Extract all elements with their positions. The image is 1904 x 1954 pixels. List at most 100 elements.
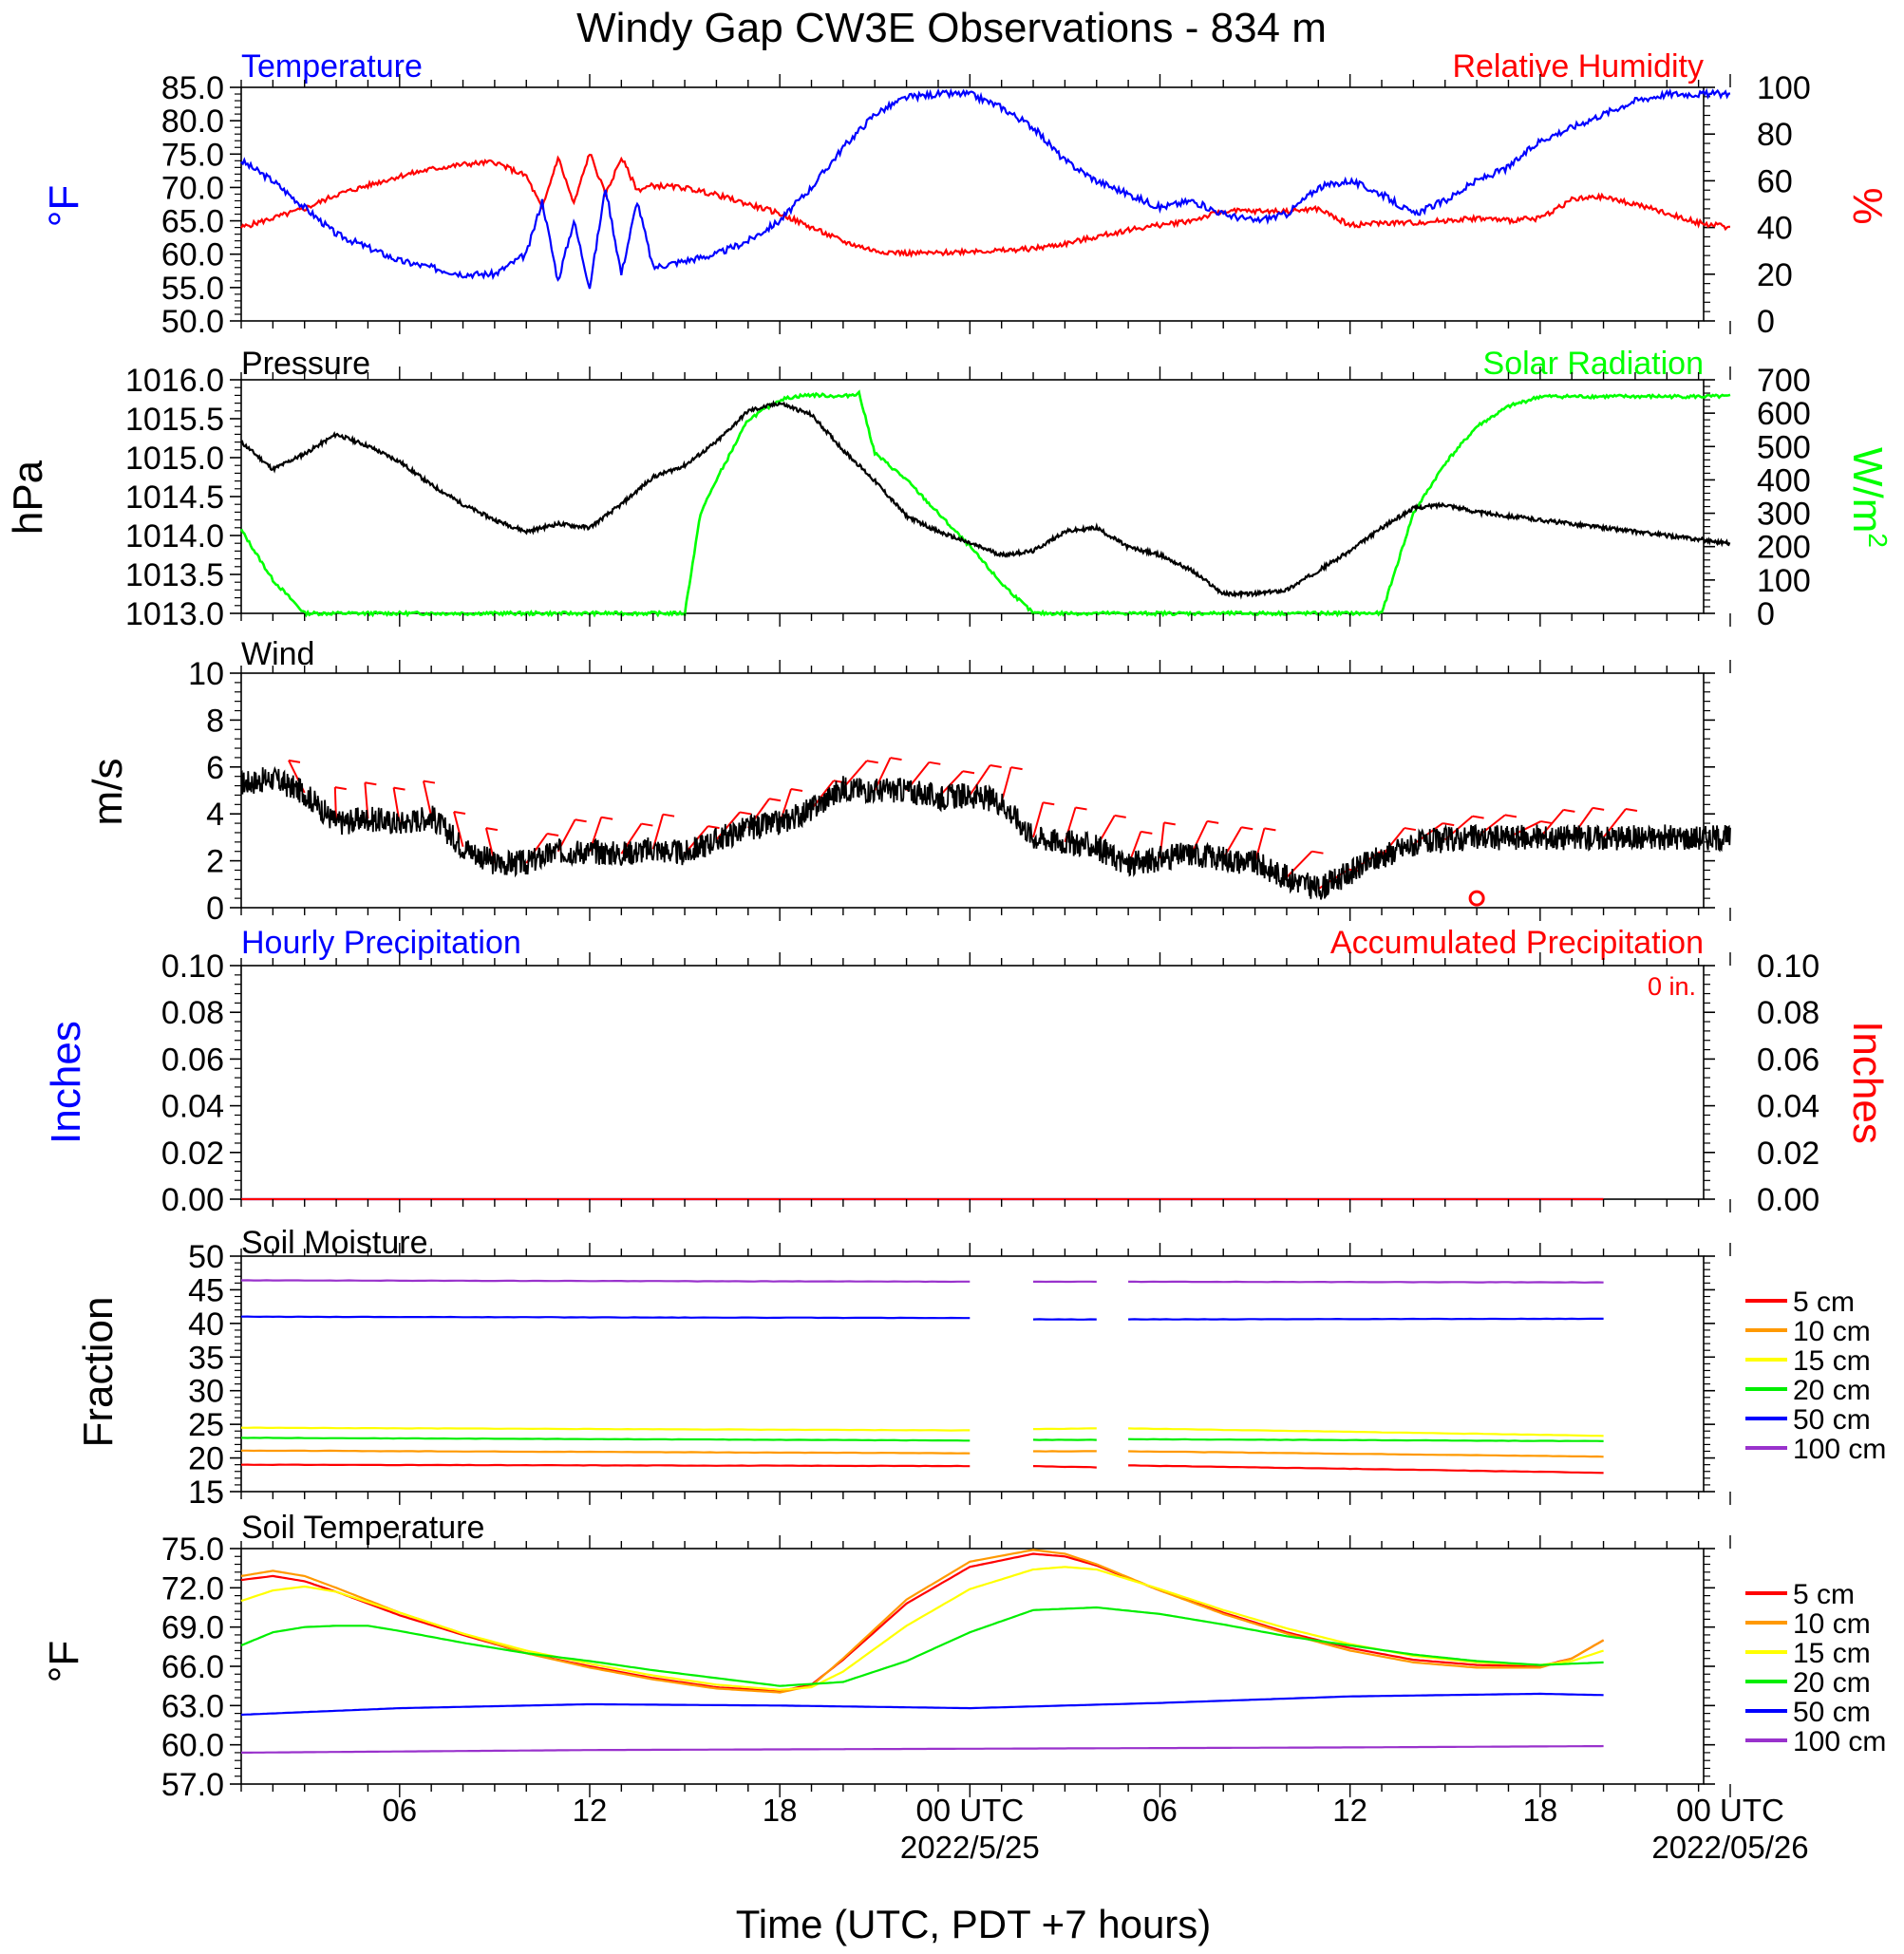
x-date-label: 2022/05/26 [1651, 1830, 1808, 1865]
wind-barb-flag [1472, 815, 1484, 819]
x-tick-label: 06 [1142, 1793, 1178, 1828]
temperature-title: Temperature [241, 48, 423, 85]
soil-moisture-line [1128, 1317, 1604, 1321]
wind-barb-flag [485, 827, 499, 832]
legend-label: 15 cm [1793, 1345, 1871, 1377]
solar-unit-base: W/m [1844, 447, 1891, 533]
wind-barb-flag [1207, 819, 1219, 824]
y-tick-label: 50 [188, 1239, 224, 1275]
y2-tick-label: 700 [1757, 363, 1811, 399]
y-tick-label: 65.0 [161, 204, 224, 240]
wind-barb-flag [546, 833, 559, 837]
y2-tick-label: 0.02 [1757, 1136, 1819, 1172]
x-tick-label: 18 [763, 1793, 798, 1828]
y2-tick-label: 100 [1757, 70, 1811, 106]
accum-precip-unit: Inches [1844, 1021, 1891, 1144]
wind-barb-flag [1010, 766, 1023, 771]
wind-barb-flag [768, 798, 782, 802]
y-tick-label: 20 [188, 1441, 224, 1477]
wind-title: Wind [241, 636, 314, 672]
wind-barb [1286, 850, 1313, 878]
y-tick-label: 66.0 [161, 1649, 224, 1685]
y-tick-label: 0.04 [161, 1089, 224, 1125]
y2-tick-label: 0.08 [1757, 995, 1819, 1031]
y-tick-label: 15 [188, 1475, 224, 1511]
wind-barb-flag [453, 810, 466, 815]
wind-barb [810, 780, 835, 810]
y-tick-label: 60.0 [161, 1728, 224, 1764]
soil-moisture-line [240, 1315, 971, 1320]
y2-tick-label: 200 [1757, 530, 1811, 566]
soil-moisture-lines [240, 1279, 1604, 1475]
soil-temp-axis-ticks: 75.072.0 69.066.063.0 60.057.0 [161, 1531, 241, 1803]
y2-tick-label: 600 [1757, 396, 1811, 432]
wind-barb-flag [1625, 808, 1638, 812]
soil-temp-title: Soil Temperature [241, 1510, 484, 1546]
wind-axis-ticks: 10 8 6 4 2 0 [188, 656, 241, 927]
humidity-axis-ticks: 100 80 60 40 20 0 [1704, 70, 1811, 340]
y2-tick-label: 40 [1757, 211, 1793, 247]
wind-barb-flag [890, 757, 902, 761]
y-tick-label: 10 [188, 656, 224, 692]
solar-unit: W/m2 [1844, 447, 1893, 548]
soil-moisture-unit: Fraction [75, 1297, 122, 1448]
y2-tick-label: 100 [1757, 563, 1811, 599]
soil-moisture-line [1128, 1437, 1604, 1442]
wind-barb-flag [1163, 821, 1176, 826]
wind-barb-flag [1075, 806, 1087, 811]
wind-barb-flag [1540, 820, 1553, 825]
wind-barb-flag [423, 780, 436, 784]
y2-tick-label: 300 [1757, 497, 1811, 533]
accum-precip-axis-ticks: 0.10 0.08 0.06 0.04 0.02 0.00 [1704, 949, 1819, 1218]
y-tick-label: 0.06 [161, 1042, 224, 1078]
soil-moisture-line [1032, 1465, 1097, 1469]
accum-precip-total: 0 in. [1648, 972, 1696, 1001]
wind-barb-flag [707, 825, 720, 830]
legend-label: 100 cm [1793, 1434, 1886, 1465]
wind-barb-flag [990, 764, 1002, 768]
soil-moisture-line [1033, 1427, 1097, 1431]
wind-barb [1032, 802, 1045, 838]
wind-barb-flag [1563, 808, 1575, 813]
y-tick-label: 70.0 [161, 170, 224, 206]
y-tick-label: 85.0 [161, 70, 224, 106]
temperature-axis-ticks: 85.080.075.070.065.060.055.050.0 [161, 70, 241, 340]
wind-barb-flag [1043, 801, 1055, 806]
accum-precip-title: Accumulated Precipitation [1330, 925, 1704, 961]
panel-frame [240, 1255, 1705, 1493]
soil-temp-lines [240, 1549, 1605, 1754]
legend-label: 10 cm [1793, 1316, 1871, 1347]
wind-barb [1539, 809, 1565, 838]
wind-barb-flag [1264, 827, 1276, 832]
panel-frame [240, 672, 1705, 909]
y-tick-label: 45 [188, 1272, 224, 1308]
y-tick-label: 1013.5 [125, 557, 224, 593]
y-tick-label: 4 [206, 797, 224, 833]
x-tick-label: 06 [382, 1793, 417, 1828]
soil-moisture-line [1128, 1450, 1604, 1458]
pressure-title: Pressure [241, 346, 370, 382]
legend-label: 20 cm [1793, 1667, 1871, 1699]
wind-barb-flag [866, 760, 878, 764]
temperature-unit: °F [41, 185, 87, 227]
soil-temp-unit: °F [41, 1641, 87, 1682]
legend-label: 50 cm [1793, 1404, 1871, 1436]
wind-barb-flag [393, 786, 405, 791]
y-tick-label: 63.0 [161, 1688, 224, 1724]
soil-moisture-line [1128, 1280, 1604, 1284]
x-tick-label: 00 UTC [915, 1793, 1024, 1828]
pressure-unit: hPa [5, 460, 51, 535]
wind-barb-flag [1141, 830, 1153, 835]
y2-tick-label: 0 [1757, 596, 1775, 632]
y-tick-label: 1015.0 [125, 441, 224, 477]
pressure-axis-ticks: 1016.01015.51015.01014.51014.01013.51013… [125, 363, 241, 632]
wind-barb-flag [662, 813, 675, 817]
wind-barb-flag [1592, 806, 1605, 811]
humidity-title: Relative Humidity [1452, 48, 1704, 85]
solar-unit-exponent: 2 [1863, 533, 1893, 548]
pressure-solar-panel: Pressure Solar Radiation hPa W/m2 1016.0… [5, 346, 1893, 632]
precipitation-panel: Hourly Precipitation Accumulated Precipi… [43, 925, 1891, 1218]
hourly-precip-unit: Inches [43, 1021, 89, 1144]
